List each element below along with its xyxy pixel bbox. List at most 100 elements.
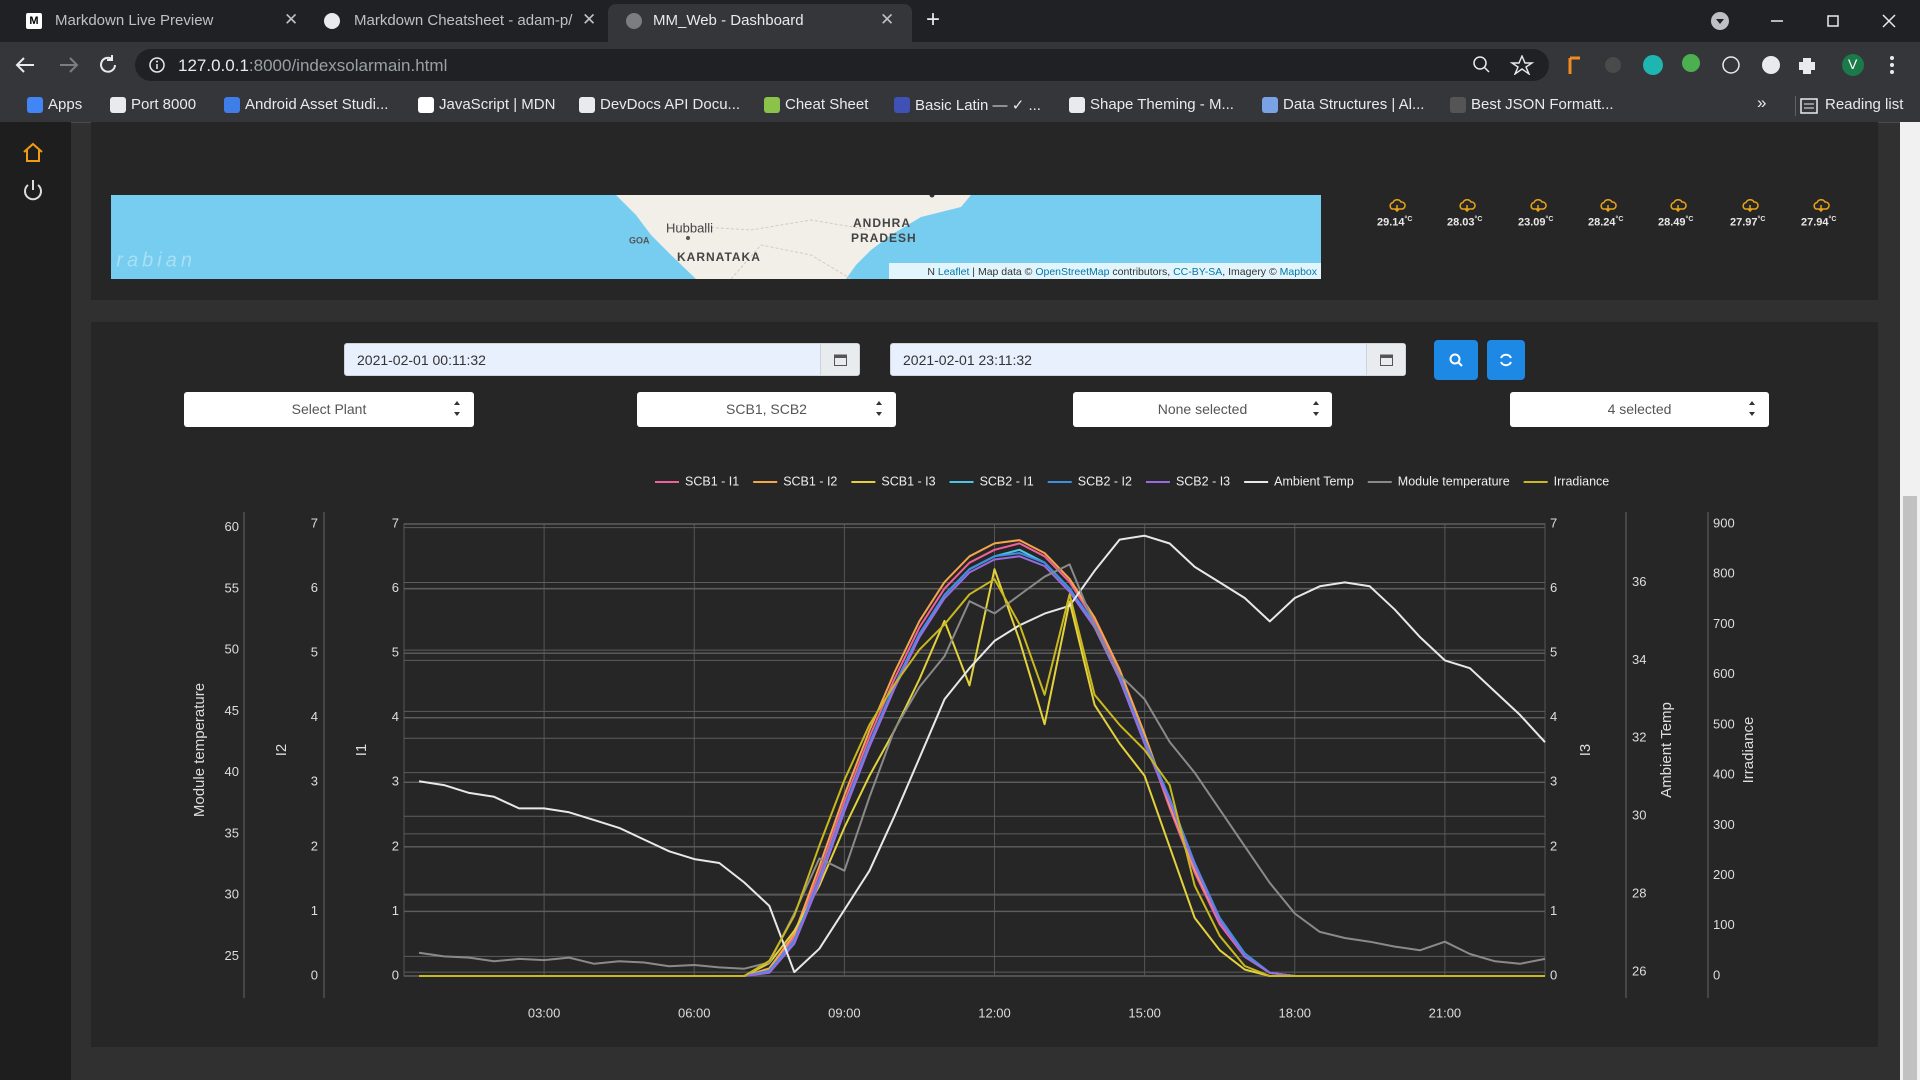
y-tick-label: 400	[1713, 767, 1735, 782]
select-arrows	[454, 401, 1755, 416]
bookmarks-overflow[interactable]: »	[1757, 93, 1767, 112]
active-tab[interactable]: MM_Web - Dashboard ✕	[608, 4, 912, 42]
y-tick-label: 34	[1632, 652, 1646, 667]
select-value: 4 selected	[1607, 401, 1672, 417]
tab-close[interactable]: ✕	[880, 10, 895, 29]
close-window[interactable]	[1882, 14, 1896, 28]
bookmark-icon	[579, 97, 595, 113]
series-line	[419, 552, 1545, 977]
y-tick-label: 600	[1713, 666, 1735, 681]
bookmark-icon	[894, 97, 910, 113]
temperature: 28.24°C	[1588, 216, 1623, 229]
x-tick-label: 09:00	[828, 1005, 861, 1020]
home[interactable]	[23, 142, 43, 162]
bookmark-icon	[110, 97, 126, 113]
reading-list[interactable]: Reading list	[1825, 96, 1904, 113]
map-label: KARNATAKA	[677, 250, 761, 264]
icon-shape	[1530, 199, 1547, 212]
y-tick-label: 3	[392, 774, 399, 789]
window-controls	[1711, 12, 1896, 30]
scroll-thumb[interactable]	[1903, 496, 1917, 1080]
y-tick-label: 25	[225, 948, 239, 963]
calendar-button[interactable]	[1366, 344, 1405, 375]
calendar-button[interactable]	[820, 344, 859, 375]
y-tick-label: 900	[1713, 515, 1735, 530]
y-tick-label: 6	[392, 580, 399, 595]
menu[interactable]	[1890, 56, 1894, 60]
x-tick-label: 12:00	[978, 1005, 1011, 1020]
attribution-link[interactable]: Leaflet	[938, 266, 970, 278]
extensions-menu[interactable]	[1799, 58, 1815, 74]
new-tab[interactable]: +	[926, 6, 941, 33]
end-date-value: 2021-02-01 23:11:32	[903, 352, 1032, 368]
reload[interactable]	[100, 55, 116, 73]
y-tick-label: 3	[1550, 774, 1557, 789]
tab-close[interactable]: ✕	[284, 10, 299, 29]
zoom[interactable]	[1473, 56, 1487, 70]
bookmark-icon	[224, 97, 240, 113]
bookmark-icon	[1069, 97, 1085, 113]
weather-icon	[1459, 199, 1476, 212]
map[interactable]: Hubballi GOA KARNATAKA ANDHRA PRADESH Ar…	[111, 195, 1321, 279]
bookmark-title: Shape Theming - M...	[1090, 96, 1234, 113]
extension[interactable]	[1605, 57, 1621, 73]
temperature-unit: °C	[1828, 216, 1837, 223]
end-date[interactable]: 2021-02-01 23:11:32	[890, 343, 1406, 376]
y-tick-label: 3	[311, 774, 318, 789]
site-info[interactable]	[149, 57, 165, 73]
y-tick-label: 1	[1550, 903, 1557, 918]
omnibox[interactable]: 127.0.0.1:8000/indexsolarmain.html	[135, 49, 1549, 81]
bookmark-title: JavaScript | MDN	[439, 96, 556, 113]
tab[interactable]: M Markdown Live Preview ✕	[0, 0, 306, 42]
axis-title: I2	[273, 744, 290, 757]
profile[interactable]	[1842, 54, 1864, 76]
forward[interactable]	[60, 57, 79, 73]
extension[interactable]	[1762, 56, 1780, 74]
extensions	[1568, 54, 1894, 76]
attribution: N Leaflet | Map data © OpenStreetMap con…	[927, 266, 1317, 278]
extension[interactable]	[1722, 56, 1740, 74]
temperature-unit: °C	[1474, 216, 1483, 223]
attribution-link[interactable]: CC-BY-SA	[1173, 266, 1222, 278]
temperature-unit: °C	[1545, 216, 1554, 223]
map-label: ANDHRA	[853, 216, 911, 230]
attribution-link[interactable]: OpenStreetMap	[1035, 266, 1109, 278]
start-date-value: 2021-02-01 00:11:32	[357, 352, 486, 368]
x-tick-label: 15:00	[1128, 1005, 1161, 1020]
temperature: 28.49°C	[1658, 216, 1693, 229]
bookmark-icon	[27, 97, 43, 113]
series-line	[419, 539, 1545, 977]
scb-select[interactable]: SCB1, SCB2	[637, 392, 896, 427]
y-tick-label: 7	[311, 515, 318, 530]
temperature-unit: °C	[1404, 216, 1413, 223]
y-tick-label: 0	[1550, 967, 1557, 982]
y-tick-label: 5	[311, 645, 318, 660]
temperature: 28.03°C	[1447, 216, 1482, 229]
back[interactable]	[15, 57, 34, 73]
bookmark-star[interactable]	[1509, 55, 1535, 75]
power[interactable]	[24, 180, 42, 201]
y-tick-label: 100	[1713, 917, 1735, 932]
restore[interactable]	[1827, 15, 1839, 27]
temperature: 27.94°C	[1801, 216, 1836, 229]
url-host: 127.0.0.1	[178, 56, 249, 75]
attribution-link[interactable]: Mapbox	[1280, 266, 1318, 278]
tab-title: Markdown Live Preview	[55, 12, 214, 29]
temperature-unit: °C	[1615, 216, 1624, 223]
y-tick-label: 700	[1713, 616, 1735, 631]
start-date[interactable]: 2021-02-01 00:11:32	[344, 343, 860, 376]
favicon: M	[26, 13, 42, 29]
extension[interactable]	[1682, 54, 1700, 72]
temperature-value: 28.49	[1658, 216, 1686, 229]
extension[interactable]	[1568, 56, 1580, 74]
plant-select[interactable]: Select Plant	[184, 392, 474, 427]
extension[interactable]	[1643, 55, 1663, 75]
parameter-select[interactable]: 4 selected	[1510, 392, 1769, 427]
tab-close[interactable]: ✕	[582, 10, 597, 29]
search-button[interactable]	[1434, 340, 1478, 380]
inverter-select[interactable]: None selected	[1073, 392, 1332, 427]
tab[interactable]: Markdown Cheatsheet - adam-p/ ✕	[306, 0, 608, 42]
y-tick-label: 2	[392, 838, 399, 853]
refresh-button[interactable]	[1487, 340, 1525, 380]
